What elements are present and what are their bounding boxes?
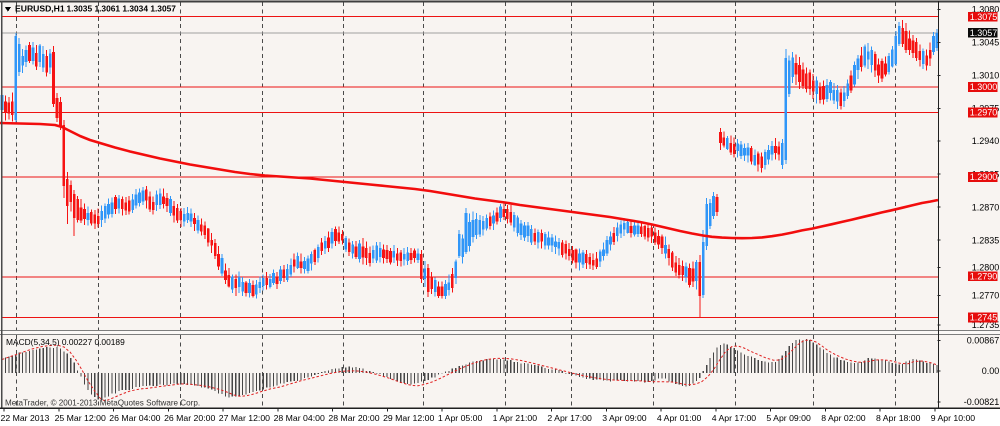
svg-text:1.3075: 1.3075 (970, 12, 998, 22)
svg-text:0.00867: 0.00867 (967, 336, 1000, 346)
svg-text:1 Apr 05:00: 1 Apr 05:00 (438, 413, 483, 423)
svg-text:1.2900: 1.2900 (970, 172, 998, 182)
svg-text:1.3045: 1.3045 (972, 38, 1000, 48)
svg-text:26 Mar 20:00: 26 Mar 20:00 (164, 413, 215, 423)
svg-text:2 Apr 17:00: 2 Apr 17:00 (547, 413, 592, 423)
svg-text:1.2790: 1.2790 (970, 271, 998, 281)
svg-text:1.2940: 1.2940 (972, 136, 1000, 146)
svg-text:MACD(5,34,5) 0.00227 0.00189: MACD(5,34,5) 0.00227 0.00189 (6, 337, 125, 347)
svg-text:1.2745: 1.2745 (970, 313, 998, 323)
svg-text:28 Mar 20:00: 28 Mar 20:00 (328, 413, 379, 423)
svg-text:28 Mar 04:00: 28 Mar 04:00 (274, 413, 325, 423)
svg-text:1 Apr 21:00: 1 Apr 21:00 (493, 413, 538, 423)
svg-text:8 Apr 02:00: 8 Apr 02:00 (821, 413, 866, 423)
svg-text:1.3000: 1.3000 (970, 82, 998, 92)
svg-text:1.2970: 1.2970 (970, 108, 998, 118)
svg-text:EURUSD,H1: EURUSD,H1 (15, 4, 65, 14)
svg-text:1.2835: 1.2835 (972, 235, 1000, 245)
svg-text:-0.00821: -0.00821 (964, 397, 1000, 407)
svg-text:8 Apr 18:00: 8 Apr 18:00 (876, 413, 921, 423)
svg-text:4 Apr 01:00: 4 Apr 01:00 (657, 413, 702, 423)
svg-text:22 Mar 2013: 22 Mar 2013 (1, 413, 50, 423)
svg-text:MetaTrader, © 2001-2013 MetaQu: MetaTrader, © 2001-2013 MetaQuotes Softw… (5, 399, 200, 408)
svg-text:25 Mar 12:00: 25 Mar 12:00 (55, 413, 106, 423)
svg-text:27 Mar 12:00: 27 Mar 12:00 (219, 413, 270, 423)
svg-text:4 Apr 17:00: 4 Apr 17:00 (712, 413, 757, 423)
svg-text:3 Apr 09:00: 3 Apr 09:00 (602, 413, 647, 423)
svg-text:1.2870: 1.2870 (972, 202, 1000, 212)
svg-text:1.3035 1.3061 1.3034 1.3057: 1.3035 1.3061 1.3034 1.3057 (67, 4, 177, 14)
svg-text:29 Mar 12:00: 29 Mar 12:00 (383, 413, 434, 423)
svg-text:1.3010: 1.3010 (972, 71, 1000, 81)
svg-text:1.2800: 1.2800 (972, 263, 1000, 273)
svg-text:0.00: 0.00 (982, 366, 1000, 376)
svg-text:1.3080: 1.3080 (972, 5, 1000, 15)
svg-text:1.2770: 1.2770 (972, 291, 1000, 301)
svg-text:1.2735: 1.2735 (972, 320, 1000, 330)
svg-text:5 Apr 09:00: 5 Apr 09:00 (766, 413, 811, 423)
svg-text:9 Apr 10:00: 9 Apr 10:00 (931, 413, 976, 423)
svg-text:1.3057: 1.3057 (970, 28, 998, 38)
svg-text:26 Mar 04:00: 26 Mar 04:00 (109, 413, 160, 423)
